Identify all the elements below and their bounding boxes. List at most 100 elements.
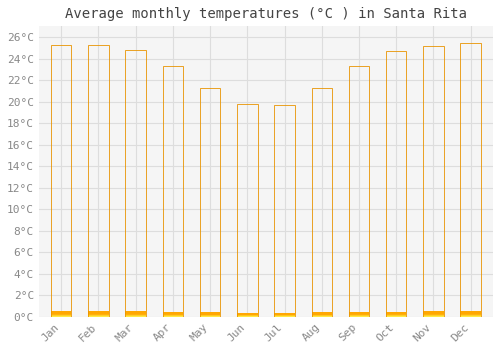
Bar [274,314,295,316]
Bar [349,314,370,316]
Bar [386,313,406,316]
Bar [237,314,258,317]
Bar [126,314,146,316]
Bar [312,313,332,315]
Bar [162,314,183,317]
Bar [312,314,332,316]
Bar [200,312,220,315]
Bar [460,313,481,315]
Bar [51,314,72,316]
Bar [162,313,183,315]
Bar [162,314,183,316]
Bar [423,314,444,316]
Bar [237,314,258,316]
Bar [162,312,183,315]
Bar [386,312,406,315]
Bar [88,314,108,316]
Bar [200,313,220,315]
Bar [423,314,444,316]
Bar [423,313,444,316]
Bar [51,314,72,317]
Bar [386,314,406,316]
Bar [51,313,72,315]
Bar [237,313,258,315]
Bar [126,313,146,316]
Bar [349,314,370,316]
Bar [126,312,146,315]
Bar [126,313,146,315]
Bar [200,313,220,315]
Bar [312,313,332,315]
Bar [349,312,370,315]
Bar [200,313,220,316]
Bar [51,313,72,316]
Bar [51,313,72,316]
Bar [51,313,72,315]
Bar [274,314,295,316]
Bar [386,313,406,315]
Bar [162,313,183,316]
Bar [423,312,444,315]
Bar [126,314,146,316]
Bar [88,312,108,315]
Bar [200,314,220,316]
Bar [312,314,332,316]
Bar [126,312,146,315]
Bar [162,314,183,317]
Bar [460,314,481,316]
Bar [237,313,258,316]
Bar [162,314,183,317]
Bar [237,313,258,315]
Bar [200,313,220,315]
Bar [200,313,220,316]
Bar [88,313,108,315]
Bar [237,314,258,316]
Bar [274,314,295,316]
Bar [162,314,183,316]
Bar [386,312,406,315]
Bar [349,312,370,315]
Bar [349,313,370,315]
Bar [88,312,108,315]
Bar [423,312,444,314]
Bar [386,313,406,315]
Bar [237,313,258,315]
Bar [126,312,146,314]
Bar [200,314,220,316]
Bar [126,312,146,315]
Bar [460,312,481,314]
Bar [274,313,295,315]
Bar [88,313,108,316]
Bar [162,312,183,314]
Bar [162,312,183,315]
Bar [312,314,332,316]
Bar [312,314,332,316]
Bar [274,313,295,315]
Bar [162,313,183,315]
Bar [386,312,406,315]
Bar [200,314,220,316]
Bar [423,312,444,315]
Bar [51,313,72,316]
Bar [88,312,108,315]
Bar [88,313,108,315]
Bar [162,314,183,316]
Bar [88,312,108,314]
Bar [312,314,332,316]
Bar [349,314,370,316]
Bar [274,314,295,316]
Bar [460,313,481,316]
Bar [423,313,444,316]
Bar [200,314,220,316]
Bar [200,314,220,316]
Bar [349,312,370,315]
Bar [386,313,406,315]
Bar [312,313,332,315]
Bar [423,314,444,317]
Bar [126,314,146,316]
Bar [312,313,332,316]
Bar [312,314,332,316]
Bar [274,313,295,315]
Bar [349,314,370,316]
Bar [51,312,72,315]
